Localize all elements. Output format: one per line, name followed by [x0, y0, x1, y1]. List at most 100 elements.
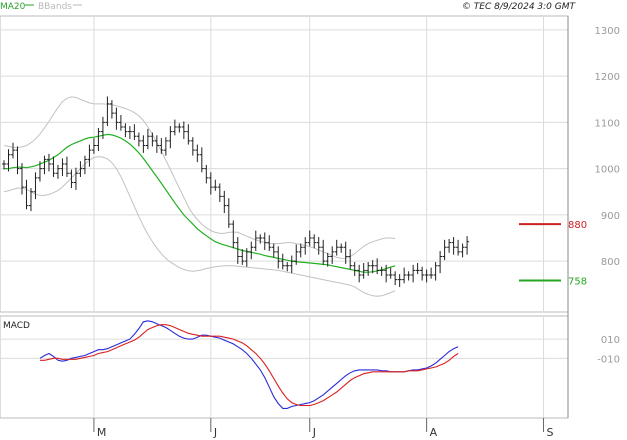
price-panel: 1300 1200 1100 1000 900 800 880 758	[0, 15, 620, 313]
price-bar	[411, 264, 416, 283]
macd-frame	[0, 315, 569, 419]
price-bar	[415, 262, 420, 275]
price-bar	[402, 267, 407, 284]
price-bar	[231, 220, 236, 249]
level-label-880: 880	[568, 220, 587, 231]
price-tick-label: 1200	[595, 72, 620, 83]
price-bar	[307, 230, 312, 247]
price-bar	[64, 156, 69, 177]
price-bar	[33, 172, 38, 200]
legend-ma20: MA20	[0, 2, 26, 12]
price-bar	[388, 267, 393, 279]
price-bar	[69, 169, 74, 189]
price-bar	[249, 241, 254, 260]
price-bar	[100, 116, 105, 140]
price-bar	[132, 124, 137, 140]
price-bar	[145, 128, 150, 150]
price-bar	[24, 179, 29, 210]
price-bar	[127, 126, 132, 140]
source-timestamp: © TEC 8/9/2024 3:0 GMT	[462, 2, 577, 12]
macd-tick-label: 010	[601, 335, 620, 346]
price-bar	[442, 239, 447, 261]
price-bar	[87, 144, 92, 167]
price-tick-label: 1300	[595, 26, 620, 37]
price-bar	[375, 258, 380, 275]
price-bar	[451, 237, 456, 255]
price-bar	[276, 246, 281, 269]
price-bar	[379, 266, 384, 276]
bbands-lower-line	[3, 156, 396, 297]
price-bar	[177, 123, 182, 133]
price-bar	[123, 123, 128, 138]
price-bar	[424, 269, 429, 283]
price-bar	[465, 236, 470, 255]
price-bar	[253, 230, 258, 251]
price-bar	[433, 262, 438, 281]
price-bar	[217, 183, 222, 202]
bbands-upper-line	[3, 96, 396, 259]
price-bar	[28, 188, 33, 212]
price-bar	[195, 144, 200, 163]
price-bar	[199, 147, 204, 173]
price-bar	[267, 235, 272, 251]
price-bar	[429, 267, 434, 279]
price-bar	[2, 160, 6, 170]
price-bar	[6, 149, 11, 172]
price-tick-label: 1000	[595, 165, 620, 176]
price-bar	[334, 239, 339, 256]
price-bar	[438, 250, 443, 274]
price-bar	[190, 137, 195, 156]
level-label-758: 758	[568, 277, 587, 288]
price-tick-label: 900	[601, 211, 620, 222]
price-bar	[118, 114, 123, 131]
price-bar	[114, 107, 119, 130]
price-bar	[298, 243, 303, 258]
price-bar	[78, 161, 83, 177]
price-bar	[105, 96, 110, 127]
price-bar	[96, 127, 101, 152]
ma20-line	[4, 133, 396, 273]
price-bar	[420, 266, 425, 281]
price-bar	[19, 163, 24, 195]
price-bar	[312, 234, 317, 249]
price-bar	[456, 239, 461, 256]
price-bar	[262, 232, 267, 251]
price-bar	[181, 121, 186, 140]
price-bar	[159, 138, 164, 154]
price-bar	[42, 155, 47, 175]
price-bar	[447, 238, 452, 253]
price-bar	[339, 243, 344, 253]
price-bar	[357, 264, 362, 283]
price-bar	[343, 241, 348, 264]
price-bar	[235, 237, 240, 264]
price-bar	[226, 198, 231, 228]
price-bar	[109, 100, 114, 119]
price-bar	[294, 244, 299, 265]
price-bar	[91, 138, 96, 154]
price-bar	[55, 164, 60, 179]
price-bar	[325, 252, 330, 267]
price-bar	[46, 153, 51, 172]
price-bar	[460, 243, 465, 258]
price-bar	[285, 262, 290, 272]
indicator-legend: MA20 BBands	[0, 2, 82, 12]
x-tick-label: J	[312, 426, 316, 439]
price-bar	[258, 234, 263, 244]
price-bar	[384, 264, 389, 283]
price-bar	[348, 249, 353, 270]
price-bar	[244, 248, 249, 267]
price-bar	[366, 262, 371, 276]
price-bar	[316, 237, 321, 255]
price-bar	[240, 249, 245, 265]
price-bar	[82, 155, 87, 175]
x-tick-label: S	[547, 426, 554, 439]
macd-line	[39, 320, 459, 409]
price-tick-label: 1100	[595, 118, 620, 129]
x-tick-label: M	[97, 426, 107, 439]
macd-tick-label: -010	[597, 354, 620, 365]
price-bar	[393, 271, 398, 286]
price-tick-label: 800	[601, 257, 620, 268]
price-bar	[10, 142, 15, 159]
